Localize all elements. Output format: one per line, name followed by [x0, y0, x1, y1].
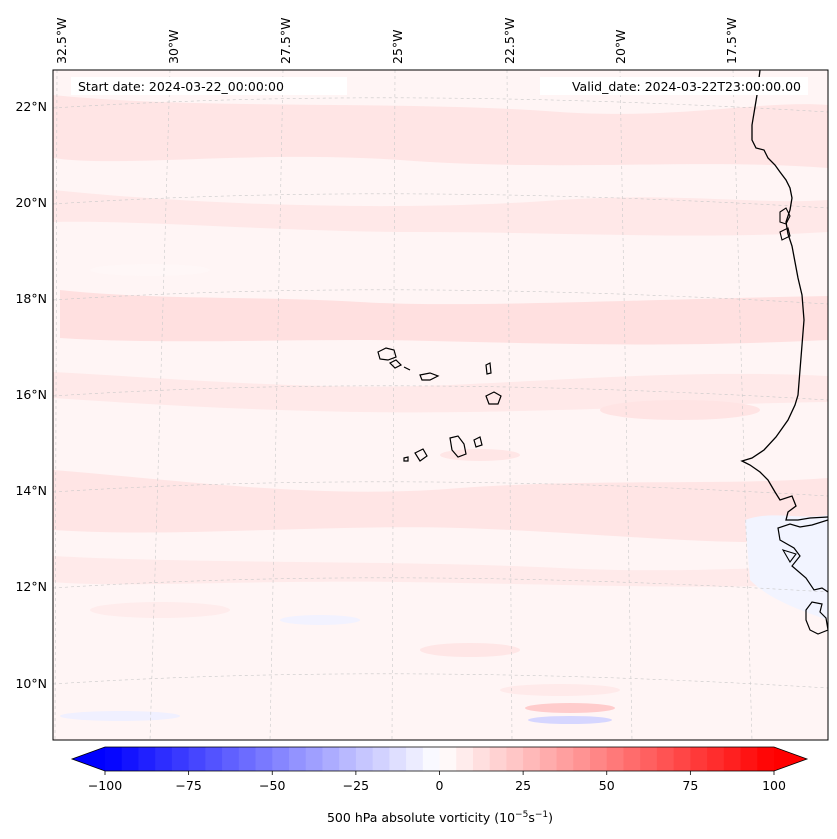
colorbar-cell: [105, 747, 123, 771]
graticule: [53, 70, 828, 740]
colorbar-tick-label: −50: [259, 778, 285, 793]
colorbar-cell: [523, 747, 541, 771]
colorbar-cell: [372, 747, 390, 771]
latitude-labels: 22°N 20°N 18°N 16°N 14°N 12°N 10°N: [15, 99, 47, 691]
colorbar-cell: [606, 747, 625, 771]
colorbar-cell: [171, 747, 190, 771]
colorbar-cell: [590, 747, 608, 771]
colorbar-cell: [188, 747, 206, 771]
colorbar-cell: [723, 747, 742, 771]
colorbar-tick-label: 25: [515, 778, 531, 793]
lon-label: 32.5°W: [54, 18, 69, 64]
colorbar-cell: [322, 747, 340, 771]
colorbar-tick-label: −100: [88, 778, 122, 793]
colorbar-cells: [105, 747, 775, 771]
colorbar-cell: [656, 747, 675, 771]
colorbar-tick-label: 50: [599, 778, 615, 793]
colorbar-cell: [573, 747, 591, 771]
colorbar-cell: [205, 747, 223, 771]
colorbar-label-exponent-1: −5: [515, 810, 528, 820]
lon-label: 22.5°W: [502, 18, 517, 64]
colorbar-cell: [707, 747, 725, 771]
lat-label: 10°N: [15, 676, 47, 691]
colorbar-cell: [539, 747, 558, 771]
colorbar-cell: [339, 747, 357, 771]
colorbar-cell: [121, 747, 140, 771]
colorbar-cell: [456, 747, 474, 771]
colorbar-label-mid: s: [528, 810, 535, 825]
lat-label: 22°N: [15, 99, 47, 114]
lon-label: 27.5°W: [278, 18, 293, 64]
colorbar-cell: [238, 747, 257, 771]
colorbar-cell: [288, 747, 307, 771]
colorbar-tick-label: −75: [175, 778, 201, 793]
colorbar-cell: [389, 747, 407, 771]
lon-label: 20°W: [613, 29, 628, 64]
lat-label: 16°N: [15, 387, 47, 402]
map-panel: Start date: 2024-03-22_00:00:00 Valid_da…: [15, 18, 829, 741]
colorbar-cell: [406, 747, 424, 771]
colorbar-cell: [305, 747, 324, 771]
colorbar-ticks: −100 −75 −50 −25 0 25 50 75 100: [88, 771, 786, 793]
colorbar-label-main: 500 hPa absolute vorticity (10: [327, 810, 515, 825]
colorbar-cell: [556, 747, 574, 771]
lat-label: 14°N: [15, 483, 47, 498]
lon-label: 17.5°W: [724, 18, 739, 64]
lat-label: 18°N: [15, 291, 47, 306]
vorticity-contours: [53, 95, 828, 724]
colorbar-tick-label: −25: [343, 778, 369, 793]
header-left-box: [71, 77, 347, 95]
africa-coastline-south: [777, 519, 828, 635]
colorbar-cell: [422, 747, 441, 771]
colorbar-label-end: ): [548, 810, 553, 825]
colorbar-cell: [623, 747, 641, 771]
colorbar-cell: [272, 747, 290, 771]
colorbar-cell: [690, 747, 708, 771]
colorbar-cell: [506, 747, 524, 771]
cape-verde-islands: [377, 347, 502, 462]
lon-label: 30°W: [166, 29, 181, 64]
colorbar: −100 −75 −50 −25 0 25 50 75 100 500 hPa absolute…: [70, 746, 809, 825]
colorbar-cell: [472, 747, 491, 771]
colorbar-cell: [222, 747, 240, 771]
colorbar-cell: [757, 747, 775, 771]
lat-label: 12°N: [15, 579, 47, 594]
colorbar-tick-label: 100: [762, 778, 786, 793]
longitude-labels: 32.5°W 30°W 27.5°W 25°W 22.5°W 20°W 17.5…: [54, 18, 739, 64]
map-frame: [52, 69, 829, 741]
colorbar-cell: [439, 747, 457, 771]
colorbar-cell: [740, 747, 758, 771]
colorbar-label: 500 hPa absolute vorticity (10−5s−1): [327, 810, 553, 825]
colorbar-tick-label: 0: [436, 778, 444, 793]
coastal-inlets: [779, 207, 797, 563]
colorbar-extend-high: [774, 747, 807, 771]
lon-label: 25°W: [390, 29, 405, 64]
colorbar-cell: [640, 747, 658, 771]
africa-coastline: [740, 70, 828, 521]
header-start-date: Start date: 2024-03-22_00:00:00: [78, 79, 284, 94]
colorbar-tick-label: 75: [682, 778, 698, 793]
colorbar-cell: [155, 747, 173, 771]
colorbar-cell: [489, 747, 508, 771]
colorbar-cell: [355, 747, 374, 771]
colorbar-label-exponent-2: −1: [535, 810, 548, 820]
colorbar-cell: [255, 747, 273, 771]
colorbar-cell: [138, 747, 156, 771]
colorbar-cell: [673, 747, 691, 771]
header-valid-date: Valid_date: 2024-03-22T23:00:00.00: [572, 79, 801, 94]
colorbar-extend-low: [72, 747, 105, 771]
header-right-box: [540, 77, 808, 95]
lat-label: 20°N: [15, 195, 47, 210]
